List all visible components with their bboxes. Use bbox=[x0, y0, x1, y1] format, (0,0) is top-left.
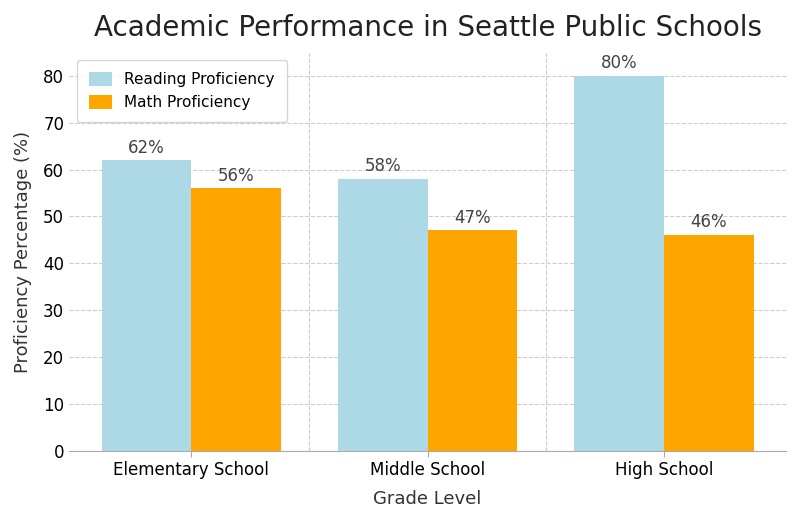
Y-axis label: Proficiency Percentage (%): Proficiency Percentage (%) bbox=[14, 130, 32, 373]
Bar bbox=[191, 188, 281, 450]
Text: 47%: 47% bbox=[454, 209, 490, 227]
Bar bbox=[574, 76, 664, 450]
Title: Academic Performance in Seattle Public Schools: Academic Performance in Seattle Public S… bbox=[94, 14, 762, 42]
Bar bbox=[338, 179, 427, 450]
X-axis label: Grade Level: Grade Level bbox=[374, 490, 482, 508]
Text: 62%: 62% bbox=[128, 138, 165, 157]
Text: 46%: 46% bbox=[690, 213, 727, 231]
Text: 56%: 56% bbox=[218, 167, 254, 185]
Bar bbox=[102, 160, 191, 450]
Legend: Reading Proficiency, Math Proficiency: Reading Proficiency, Math Proficiency bbox=[77, 60, 286, 123]
Bar bbox=[664, 235, 754, 450]
Text: 58%: 58% bbox=[364, 157, 401, 175]
Text: 80%: 80% bbox=[601, 54, 637, 72]
Bar bbox=[427, 231, 518, 450]
